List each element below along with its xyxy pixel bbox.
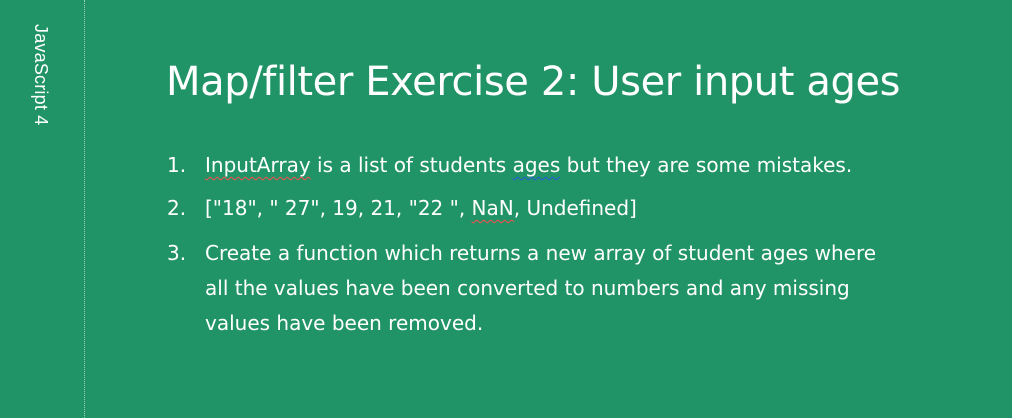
list-item: 3. Create a function which returns a new…	[167, 236, 887, 341]
sidebar-divider	[84, 0, 85, 418]
grammar-word: ages	[512, 153, 561, 177]
text-fragment: but they are some mistakes.	[560, 153, 853, 177]
section-label: JavaScript 4	[31, 24, 51, 126]
item-number: 3.	[167, 241, 187, 265]
item-text: Create a function which returns a new ar…	[205, 241, 877, 335]
slide-title: Map/filter Exercise 2: User input ages	[166, 59, 901, 105]
spellcheck-word: NaN	[471, 196, 514, 220]
sidebar: JavaScript 4	[0, 0, 84, 418]
list-item: 2. ["18", " 27", 19, 21, "22 ", NaN, Und…	[167, 191, 887, 226]
text-fragment: is a list of students	[310, 153, 513, 177]
list-item: 1. InputArray is a list of students ages…	[167, 148, 887, 183]
spellcheck-word: InputArray	[205, 153, 311, 177]
text-fragment: , Undefined]	[513, 196, 637, 220]
item-number: 1.	[167, 153, 187, 177]
item-number: 2.	[167, 196, 187, 220]
item-text: InputArray is a list of students ages bu…	[205, 148, 887, 183]
text-fragment: ["18", " 27", 19, 21, "22 ",	[205, 196, 472, 220]
item-text: ["18", " 27", 19, 21, "22 ", NaN, Undefi…	[205, 191, 887, 226]
exercise-list: 1. InputArray is a list of students ages…	[167, 148, 887, 349]
